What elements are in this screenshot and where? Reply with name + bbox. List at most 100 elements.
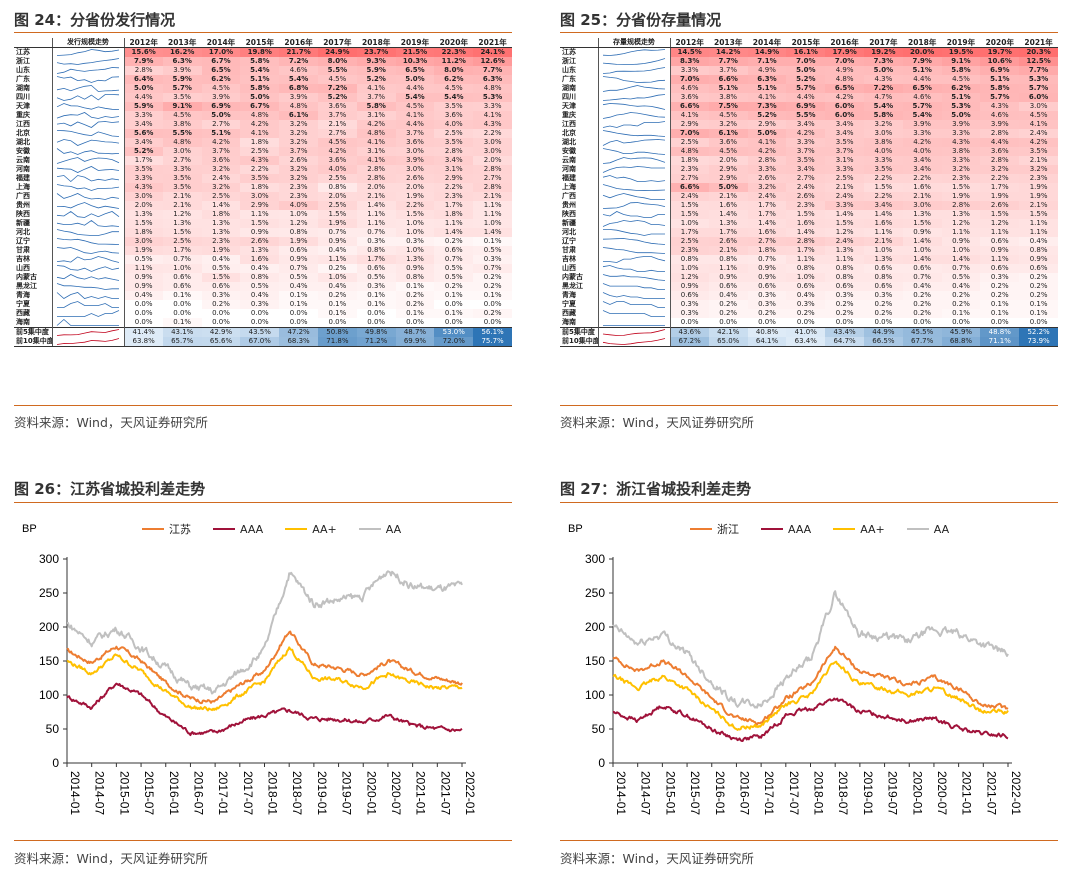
value-cell: 6.9% <box>786 102 826 111</box>
value-cell: 3.7% <box>317 111 357 120</box>
x-tick-label: 2017-07 <box>787 771 801 815</box>
value-cell: 1.0% <box>786 273 826 282</box>
table-row: 新疆 1.0% 1.3% 1.4% 1.6% 1.5% 1.6% 1.5% 1.2% 1.2% 1.… <box>560 219 1058 228</box>
value-cell: 5.6% <box>124 129 163 138</box>
year-header: 2012年 <box>124 38 163 48</box>
x-tick-label: 2021-07 <box>438 771 452 815</box>
value-cell: 1.4% <box>473 228 512 237</box>
value-cell: 2.1% <box>825 183 864 192</box>
value-cell: 0.6% <box>279 246 318 255</box>
province-label: 山西 <box>560 264 599 273</box>
value-cell: 6.6% <box>670 183 709 192</box>
value-cell: 7.7% <box>473 66 512 75</box>
value-cell: 5.0% <box>708 183 748 192</box>
x-tick-label: 2017-07 <box>241 771 255 815</box>
sparkline-path <box>56 58 119 65</box>
value-cell: 2.5% <box>240 147 280 156</box>
series-line-2 <box>66 646 463 712</box>
sparkline-path <box>56 193 119 200</box>
value-cell: 10.6% <box>980 57 1020 66</box>
value-cell: 3.1% <box>825 156 864 165</box>
value-cell: 3.6% <box>708 138 748 147</box>
value-cell: 2.9% <box>747 120 787 129</box>
y-tick-label: 150 <box>39 654 59 668</box>
value-cell: 0.2% <box>708 300 748 309</box>
value-cell: 6.6% <box>708 75 748 84</box>
value-cell: 5.5% <box>786 111 826 120</box>
sparkline-svg <box>602 202 665 209</box>
value-cell: 3.3% <box>162 165 202 174</box>
value-cell: 4.0% <box>279 201 318 210</box>
table-row: 天津 5.9% 9.1% 6.9% 6.7% 4.8% 3.6% 5.8% 4.5% 3.5% 3.… <box>14 102 512 111</box>
value-cell: 0.4% <box>902 282 942 291</box>
value-cell: 0.3% <box>980 273 1020 282</box>
value-cell: 4.1% <box>670 111 709 120</box>
value-cell: 7.7% <box>1019 66 1058 75</box>
sparkline <box>598 228 671 237</box>
value-cell: 0.5% <box>279 273 318 282</box>
value-cell: 4.2% <box>1019 138 1058 147</box>
value-cell: 1.1% <box>786 255 826 264</box>
value-cell: 4.2% <box>317 147 357 156</box>
value-cell: 0.7% <box>473 264 512 273</box>
sparkline-svg <box>602 247 665 254</box>
value-cell: 1.7% <box>434 201 474 210</box>
value-cell: 0.2% <box>941 291 981 300</box>
value-cell: 4.7% <box>863 93 903 102</box>
value-cell: 0.1% <box>473 237 512 246</box>
sparkline-path <box>56 175 119 183</box>
province-label: 新疆 <box>14 219 53 228</box>
value-cell: 2.7% <box>670 174 709 183</box>
fig26-bottom-rule <box>14 840 512 841</box>
x-tick-label: 2017-01 <box>216 771 230 815</box>
legend-label: AAA <box>788 522 812 536</box>
fig27-source: 资料来源：Wind，天风证券研究所 <box>560 851 754 866</box>
year-header: 2019年 <box>395 38 435 48</box>
value-cell: 1.0% <box>317 273 357 282</box>
value-cell: 2.8% <box>747 156 787 165</box>
value-cell: 0.2% <box>201 300 241 309</box>
value-cell: 7.2% <box>863 84 903 93</box>
value-cell: 2.3% <box>786 201 826 210</box>
value-cell: 3.5% <box>786 156 826 165</box>
value-cell: 2.1% <box>356 192 396 201</box>
sparkline <box>598 201 671 210</box>
value-cell: 4.3% <box>863 75 903 84</box>
value-cell: 0.0% <box>124 309 163 318</box>
sparkline-svg <box>602 193 665 200</box>
province-label: 湖北 <box>14 138 53 147</box>
table-row: 江西 3.4% 3.8% 2.7% 4.2% 3.2% 2.1% 4.2% 4.4% 4.0% 4.… <box>14 120 512 129</box>
value-cell: 3.4% <box>786 165 826 174</box>
value-cell: 1.5% <box>825 219 864 228</box>
province-label: 广西 <box>14 192 53 201</box>
value-cell: 1.4% <box>902 255 942 264</box>
province-label: 山东 <box>560 66 599 75</box>
y-tick-label: 300 <box>39 552 59 566</box>
table-row: 云南 1.7% 2.7% 3.6% 4.3% 2.6% 3.6% 4.1% 3.9% 3.4% 2.… <box>14 156 512 165</box>
sparkline-svg <box>56 256 119 263</box>
value-cell: 1.5% <box>162 228 202 237</box>
value-cell: 3.0% <box>124 192 163 201</box>
value-cell: 1.3% <box>162 219 202 228</box>
value-cell: 4.4% <box>124 93 163 102</box>
series-line-3 <box>612 590 1009 709</box>
value-cell: 0.4% <box>1019 237 1058 246</box>
sparkline-svg <box>602 184 665 191</box>
value-cell: 0.6% <box>747 282 787 291</box>
sparkline <box>598 327 671 337</box>
value-cell: 5.1% <box>902 66 942 75</box>
value-cell: 3.7% <box>201 147 241 156</box>
value-cell: 4.5% <box>317 75 357 84</box>
value-cell: 4.8% <box>240 111 280 120</box>
value-cell: 2.4% <box>786 183 826 192</box>
value-cell: 0.2% <box>980 291 1020 300</box>
value-cell: 5.7% <box>980 93 1020 102</box>
table-row: 河南 2.3% 2.9% 3.3% 3.4% 3.3% 3.5% 3.4% 3.2% 3.2% 3.… <box>560 165 1058 174</box>
value-cell: 21.7% <box>279 47 318 57</box>
value-cell: 2.9% <box>670 120 709 129</box>
value-cell: 1.7% <box>980 183 1020 192</box>
value-cell: 24.9% <box>317 47 357 57</box>
fig27-legend: 浙江 AAA AA+ AA <box>690 521 949 537</box>
x-tick-label: 2019-07 <box>340 771 354 815</box>
sparkline-svg <box>56 130 119 137</box>
